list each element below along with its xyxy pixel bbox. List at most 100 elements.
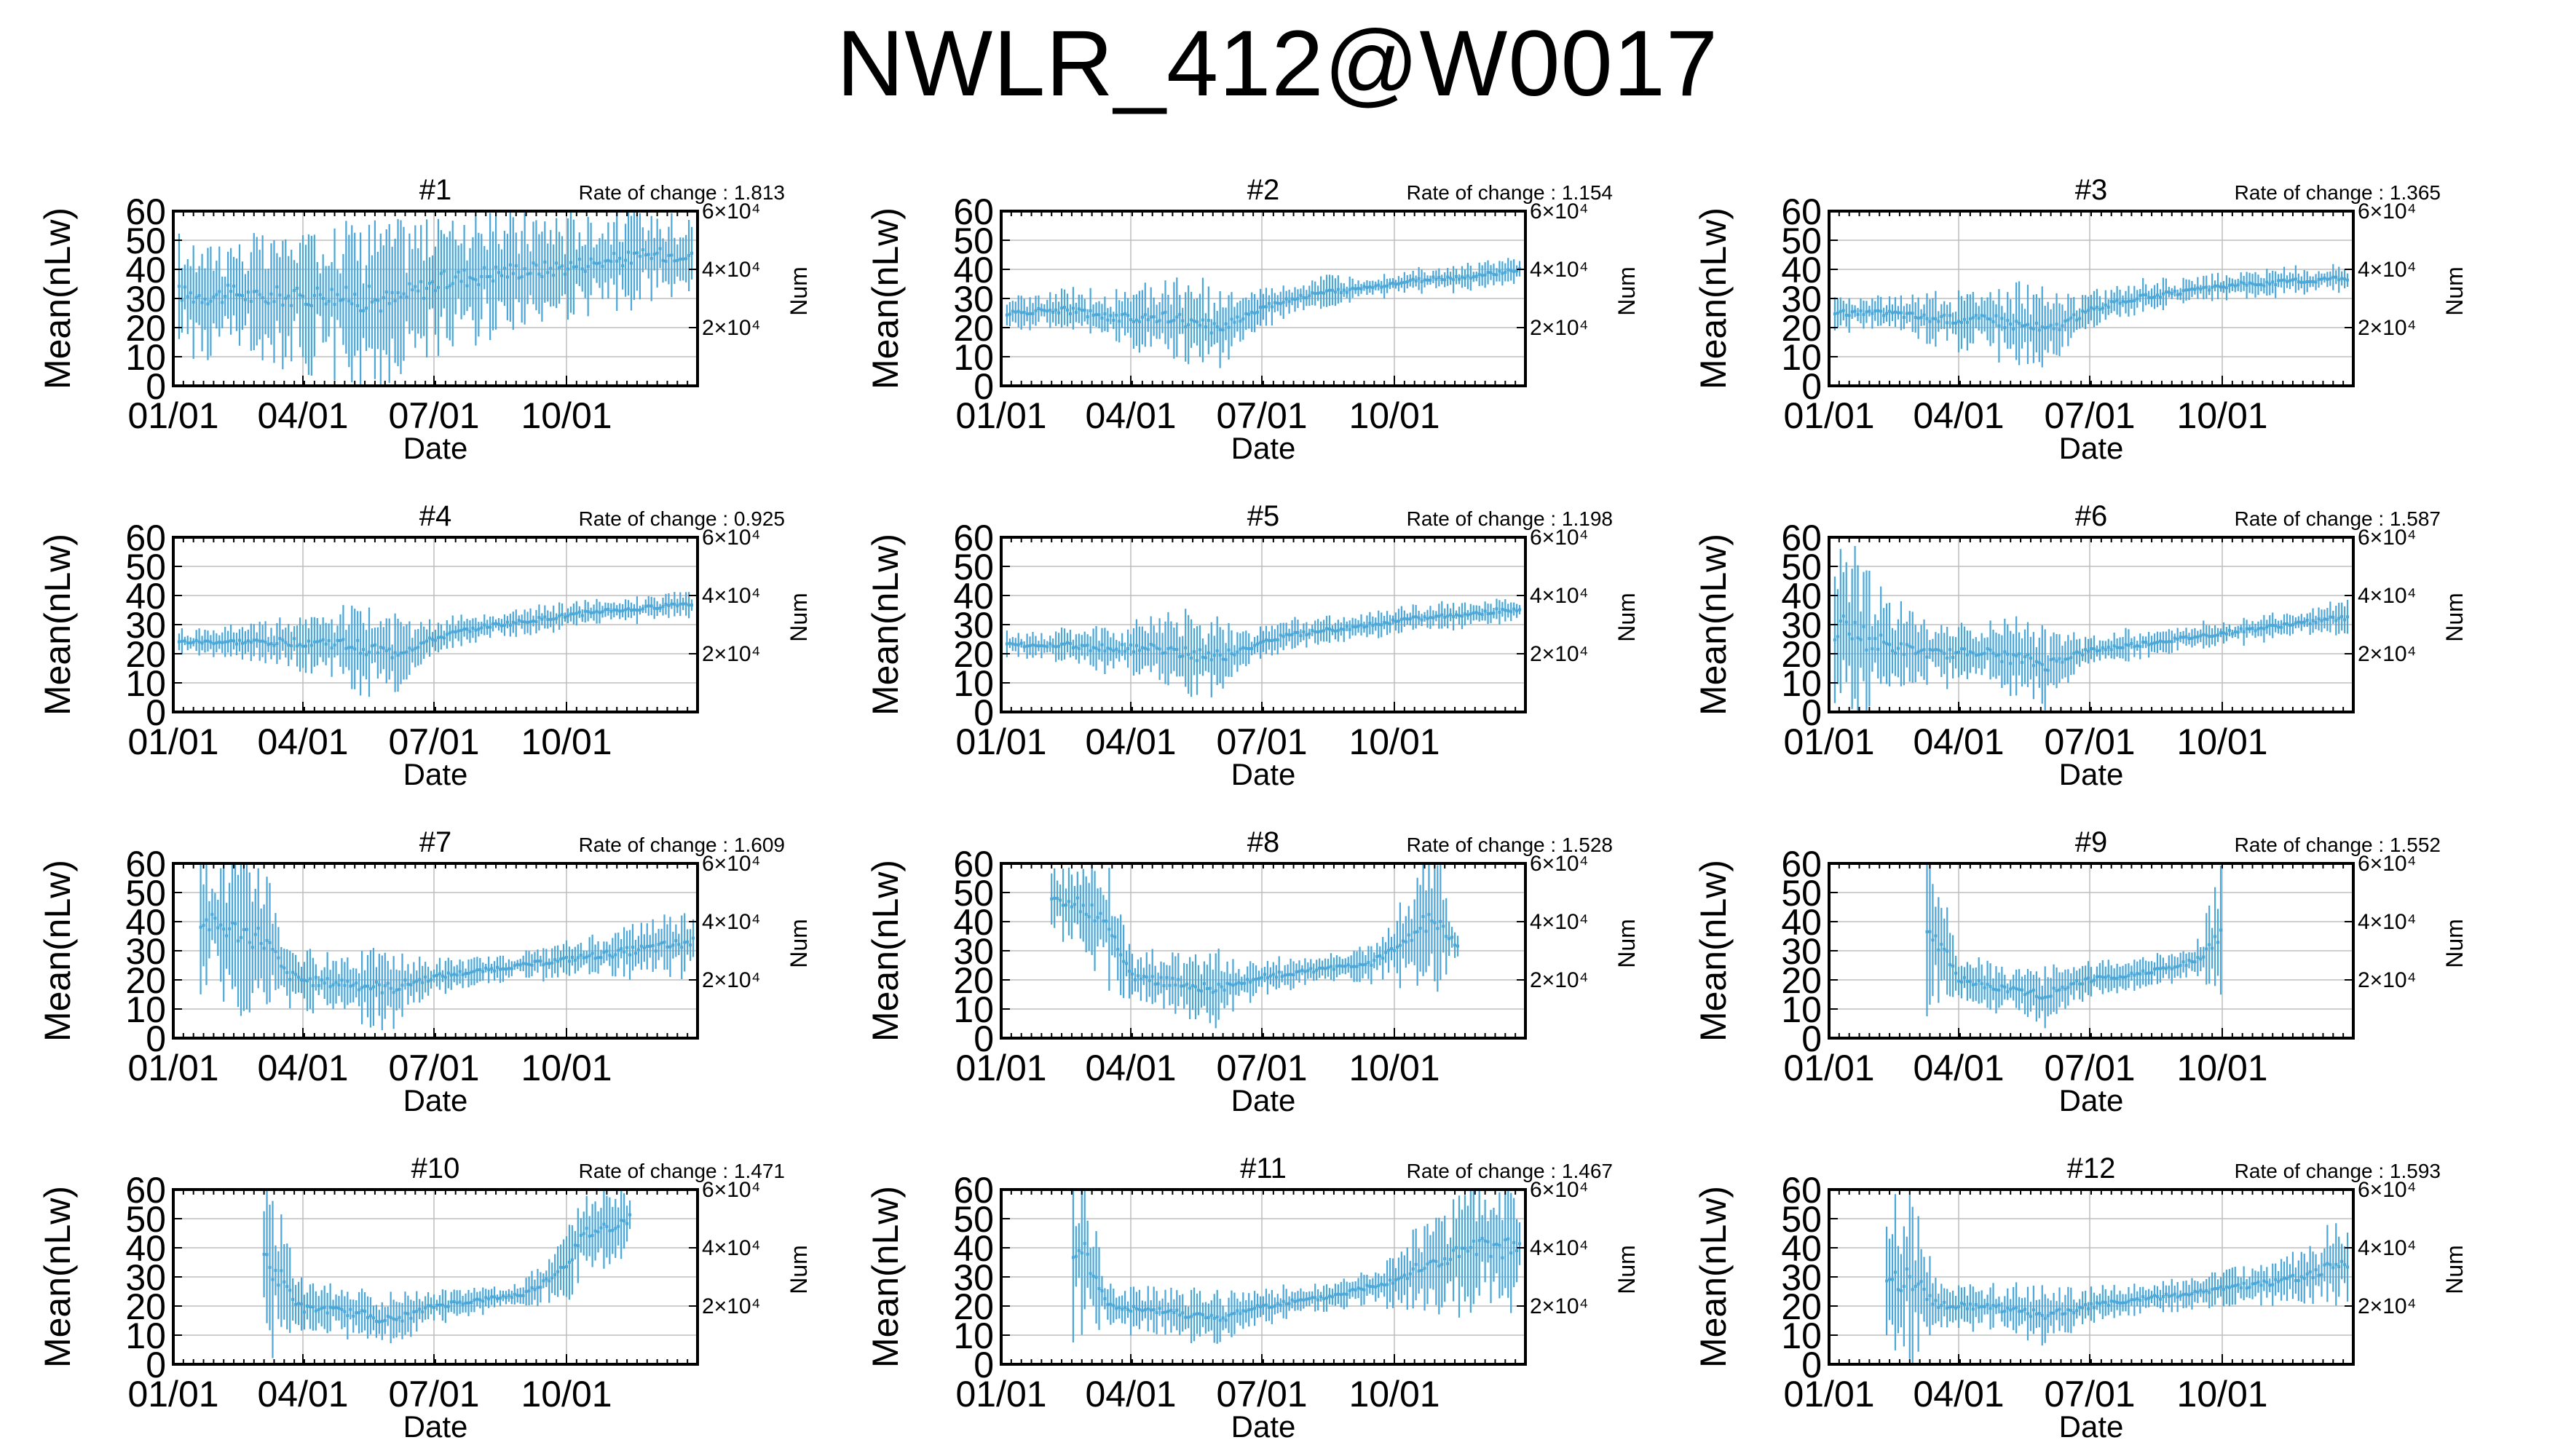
data-point <box>1922 313 1926 317</box>
data-point <box>1218 653 1222 657</box>
data-point <box>499 1297 502 1300</box>
data-point <box>1931 938 1935 942</box>
data-point <box>1016 309 1020 313</box>
x-tick-label: 10/01 <box>1348 395 1440 436</box>
data-point <box>2109 648 2113 652</box>
data-point <box>2055 660 2058 663</box>
data-point <box>265 938 269 942</box>
data-point <box>2141 293 2145 297</box>
data-point <box>1011 309 1014 313</box>
data-point <box>1212 1316 1216 1320</box>
data-point <box>1340 965 1344 968</box>
data-point <box>1196 320 1199 324</box>
data-point <box>2101 306 2104 310</box>
data-point <box>486 275 489 279</box>
data-point <box>2187 959 2191 962</box>
data-point <box>2184 288 2188 292</box>
y2-tick-label: 4×10⁴ <box>702 1236 760 1260</box>
data-point <box>1065 641 1069 644</box>
data-point <box>658 247 662 250</box>
data-point <box>2043 668 2047 672</box>
data-point <box>2274 624 2278 628</box>
data-point <box>1282 301 1285 304</box>
data-point <box>635 251 639 255</box>
data-point <box>573 1243 577 1247</box>
data-point <box>2302 280 2306 284</box>
data-point <box>1212 654 1216 657</box>
data-point <box>1971 651 1975 654</box>
data-point <box>1934 934 1938 938</box>
data-point <box>470 1300 473 1304</box>
data-point <box>2236 630 2240 634</box>
data-point <box>2297 280 2300 284</box>
data-point <box>1140 646 1144 649</box>
data-point <box>443 1305 447 1308</box>
y-tick-label: 20 <box>125 308 166 349</box>
data-point <box>331 1306 335 1310</box>
data-point <box>197 294 201 298</box>
data-point <box>2190 287 2194 290</box>
data-point <box>2066 318 2070 322</box>
data-point <box>2239 627 2243 630</box>
data-point <box>1149 1308 1153 1312</box>
data-point <box>1424 930 1428 933</box>
data-point <box>278 293 282 297</box>
data-point <box>2214 284 2217 288</box>
y-tick-label: 50 <box>125 873 166 914</box>
data-point <box>1215 649 1219 652</box>
data-point <box>667 604 671 607</box>
data-point <box>1065 903 1068 907</box>
data-point <box>336 293 339 296</box>
data-point <box>281 638 285 642</box>
data-point <box>1931 649 1935 652</box>
data-point <box>1187 652 1190 656</box>
data-point <box>438 1303 441 1307</box>
data-point <box>1937 948 1940 951</box>
data-point <box>1333 1293 1337 1297</box>
data-point <box>1458 614 1461 617</box>
data-point <box>268 1265 272 1269</box>
data-point <box>350 646 354 649</box>
data-point <box>674 939 678 943</box>
data-point <box>1161 652 1164 655</box>
x-tick-label: 04/01 <box>257 721 348 762</box>
y2-tick-label: 6×10⁴ <box>2358 526 2416 550</box>
data-point <box>2078 317 2082 320</box>
data-point <box>1014 643 1017 646</box>
data-point <box>1411 277 1415 281</box>
data-point <box>382 646 385 650</box>
y2-tick-label: 4×10⁴ <box>702 584 760 608</box>
y2-tick-label: 2×10⁴ <box>702 1294 760 1318</box>
data-point <box>1305 1297 1308 1301</box>
data-point <box>542 1279 545 1283</box>
data-point <box>1327 628 1331 631</box>
panel-title: #9 <box>2075 826 2108 858</box>
data-point <box>288 1289 292 1292</box>
data-point <box>1498 611 1501 614</box>
data-point <box>473 970 476 973</box>
data-point <box>2343 618 2347 622</box>
data-point <box>2167 290 2171 294</box>
data-point <box>2274 283 2278 287</box>
data-point <box>2211 946 2214 950</box>
data-point <box>2320 277 2323 281</box>
data-point <box>208 928 211 932</box>
data-point <box>1155 646 1158 650</box>
data-point <box>1053 896 1057 900</box>
data-point <box>439 635 443 638</box>
data-point <box>341 638 345 641</box>
data-point <box>1234 982 1238 986</box>
data-point <box>1373 959 1376 962</box>
data-point <box>1271 973 1275 976</box>
data-point <box>2000 984 2004 988</box>
data-point <box>1187 323 1190 327</box>
data-point <box>2003 985 2007 989</box>
y-tick-label: 30 <box>1781 279 1822 320</box>
data-point <box>1309 967 1313 970</box>
data-point <box>2199 288 2203 291</box>
x-tick-label: 07/01 <box>2044 395 2135 436</box>
data-point <box>1343 965 1347 968</box>
data-point <box>612 252 616 256</box>
data-point <box>2031 989 2035 992</box>
data-point <box>382 296 385 299</box>
